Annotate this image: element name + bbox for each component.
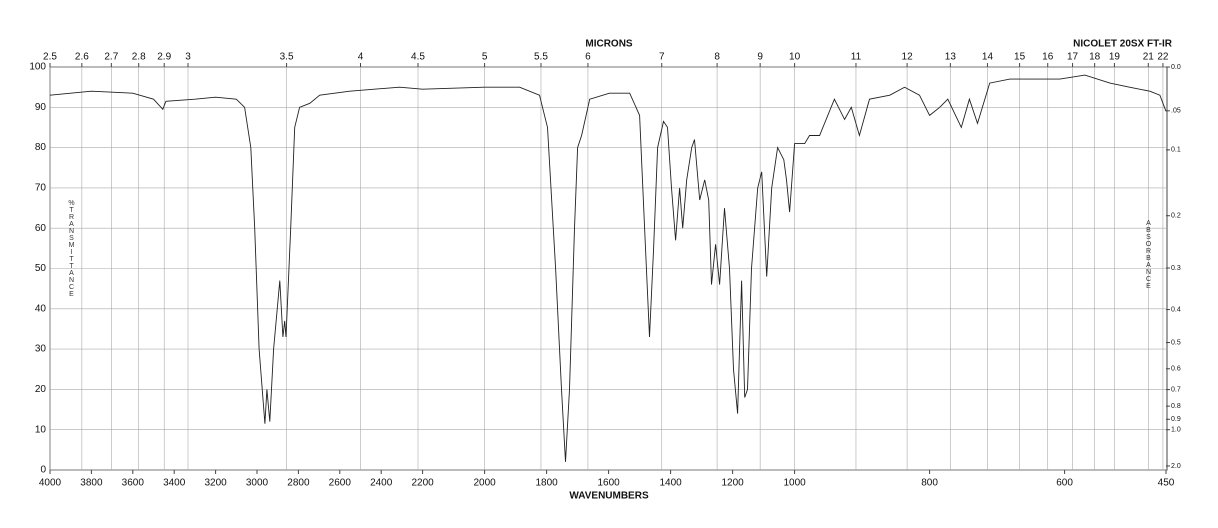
x-tick-label: 3200 xyxy=(204,478,227,489)
x2-axis-title: MICRONS xyxy=(585,39,633,50)
x2-tick-label: 15 xyxy=(1014,52,1026,63)
y2-tick-label: 2.0 xyxy=(1171,463,1181,470)
x-tick-label: 1800 xyxy=(535,478,558,489)
x-axis-title: WAVENUMBERS xyxy=(569,491,649,502)
x2-tick-label: 16 xyxy=(1042,52,1054,63)
x-tick-label: 2000 xyxy=(473,478,496,489)
y2-tick-label: 0.2 xyxy=(1171,213,1181,220)
x2-tick-label: 2.8 xyxy=(132,52,146,63)
x2-tick-label: 4 xyxy=(358,52,364,63)
y2-tick-label: 0.9 xyxy=(1171,416,1181,423)
x2-tick-label: 3 xyxy=(185,52,191,63)
y2-tick-label: .05 xyxy=(1171,108,1181,115)
y-tick-label: 70 xyxy=(35,183,47,194)
x2-tick-label: 6 xyxy=(585,52,591,63)
x2-tick-label: 21 xyxy=(1143,52,1155,63)
x2-tick-label: 5 xyxy=(482,52,488,63)
x2-tick-label: 4.5 xyxy=(411,52,425,63)
y-tick-label: 60 xyxy=(35,223,47,234)
x2-tick-label: 12 xyxy=(902,52,914,63)
x-tick-label: 4000 xyxy=(39,478,62,489)
y-tick-label: 80 xyxy=(35,142,47,153)
y2-tick-label: 1.0 xyxy=(1171,427,1181,434)
x-tick-label: 1400 xyxy=(659,478,682,489)
x2-tick-label: 2.9 xyxy=(157,52,171,63)
chart-title: NICOLET 20SX FT-IR xyxy=(1073,39,1173,50)
x2-tick-label: 17 xyxy=(1067,52,1079,63)
y-tick-label: 40 xyxy=(35,303,47,314)
x2-tick-label: 9 xyxy=(757,52,763,63)
x2-tick-label: 13 xyxy=(945,52,957,63)
y2-tick-label: 0.8 xyxy=(1171,403,1181,410)
y-tick-label: 30 xyxy=(35,344,47,355)
x-tick-label: 3000 xyxy=(246,478,269,489)
x-tick-label: 2200 xyxy=(411,478,434,489)
x2-tick-label: 7 xyxy=(659,52,665,63)
x2-tick-label: 18 xyxy=(1089,52,1101,63)
x-tick-label: 3400 xyxy=(163,478,186,489)
x-tick-label: 3600 xyxy=(122,478,145,489)
y2-tick-label: 0.7 xyxy=(1171,386,1181,393)
x2-tick-label: 14 xyxy=(982,52,994,63)
y-tick-label: 90 xyxy=(35,102,47,113)
x2-tick-label: 19 xyxy=(1109,52,1121,63)
y2-tick-label: 0.3 xyxy=(1171,265,1181,272)
x-tick-label: 800 xyxy=(921,478,938,489)
y2-tick-label: 0.6 xyxy=(1171,366,1181,373)
x2-tick-label: 2.7 xyxy=(104,52,118,63)
x2-tick-label: 3.5 xyxy=(280,52,294,63)
x2-tick-label: 5.5 xyxy=(534,52,548,63)
x-tick-label: 3800 xyxy=(80,478,103,489)
y-tick-label: 100 xyxy=(29,62,46,73)
y2-axis-title: ABSORBANCE xyxy=(1145,220,1152,290)
y2-tick-label: 0.0 xyxy=(1171,64,1181,71)
x-tick-label: 1000 xyxy=(783,478,806,489)
x-tick-label: 2400 xyxy=(370,478,393,489)
x-tick-label: 600 xyxy=(1056,478,1073,489)
y-tick-label: 50 xyxy=(35,263,47,274)
x-tick-label: 2800 xyxy=(287,478,310,489)
y-tick-label: 10 xyxy=(35,424,47,435)
x2-tick-label: 2.5 xyxy=(43,52,57,63)
x-tick-label: 1600 xyxy=(597,478,620,489)
y2-tick-label: 0.1 xyxy=(1171,147,1181,154)
spectrum-line xyxy=(49,74,1167,462)
x-tick-label: 450 xyxy=(1158,478,1175,489)
x-tick-label: 1200 xyxy=(721,478,744,489)
y2-tick-label: 0.5 xyxy=(1171,339,1181,346)
x2-tick-label: 10 xyxy=(789,52,801,63)
x2-tick-label: 11 xyxy=(851,52,862,63)
x2-tick-label: 22 xyxy=(1157,52,1169,63)
y-tick-label: 0 xyxy=(40,465,46,476)
x2-tick-label: 8 xyxy=(714,52,720,63)
y2-tick-label: 0.4 xyxy=(1171,306,1181,313)
x2-tick-label: 2.6 xyxy=(75,52,89,63)
y-axis-title: %TRANSMITTANCE xyxy=(68,200,75,298)
y-tick-label: 20 xyxy=(35,384,47,395)
x-tick-label: 2600 xyxy=(329,478,352,489)
